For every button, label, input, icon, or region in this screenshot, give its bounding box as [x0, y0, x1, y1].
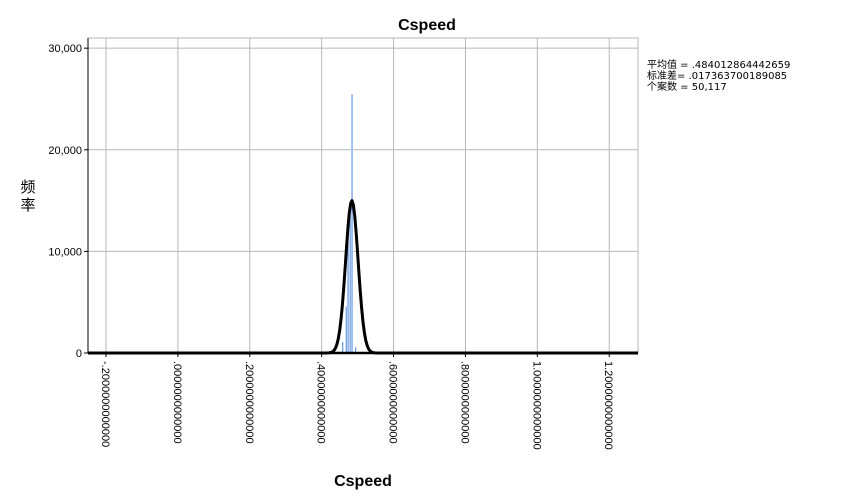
- stat-mean: 平均值 = .484012864442659: [647, 58, 790, 71]
- histogram-bar-2: [345, 305, 348, 354]
- y-tick-label-1: 10,000: [48, 246, 82, 258]
- stat-std-dev: 标准差= .017363700189085: [647, 69, 787, 82]
- x-tick-label-4: .6000000000000: [387, 361, 399, 444]
- y-tick-label-0: 0: [76, 348, 82, 360]
- x-tick-label-2: .2000000000000: [243, 361, 255, 444]
- x-tick-label-3: .4000000000000: [315, 361, 327, 444]
- x-tick-label-5: .8000000000000: [459, 361, 471, 444]
- plot-frame: [87, 37, 639, 354]
- histogram-bar-1: [341, 341, 344, 354]
- histogram-bar-5: [350, 93, 354, 354]
- y-tick-labels: 0 10,000 20,000 30,000: [48, 43, 88, 360]
- y-tick-label-3: 30,000: [48, 43, 82, 55]
- y-axis-label-char-1: 频: [20, 178, 35, 196]
- x-tick-label-6: 1.0000000000000: [530, 361, 542, 450]
- y-axis-label-char-2: 率: [20, 196, 35, 214]
- stat-n: 个案数 = 50,117: [647, 80, 727, 93]
- x-axis-title: Cspeed: [334, 473, 392, 490]
- plot-area: [87, 37, 639, 354]
- y-tick-label-2: 20,000: [48, 145, 82, 157]
- x-tick-label-1: .0000000000000: [171, 361, 183, 444]
- chart-title: Cspeed: [398, 17, 456, 34]
- x-tick-label-0: -.2000000000000: [99, 361, 111, 447]
- grid-lines: [88, 38, 638, 353]
- axes: [87, 38, 638, 355]
- x-tick-labels: -.2000000000000 .0000000000000 .2000000000…: [99, 353, 614, 450]
- x-tick-label-7: 1.2000000000000: [602, 361, 614, 450]
